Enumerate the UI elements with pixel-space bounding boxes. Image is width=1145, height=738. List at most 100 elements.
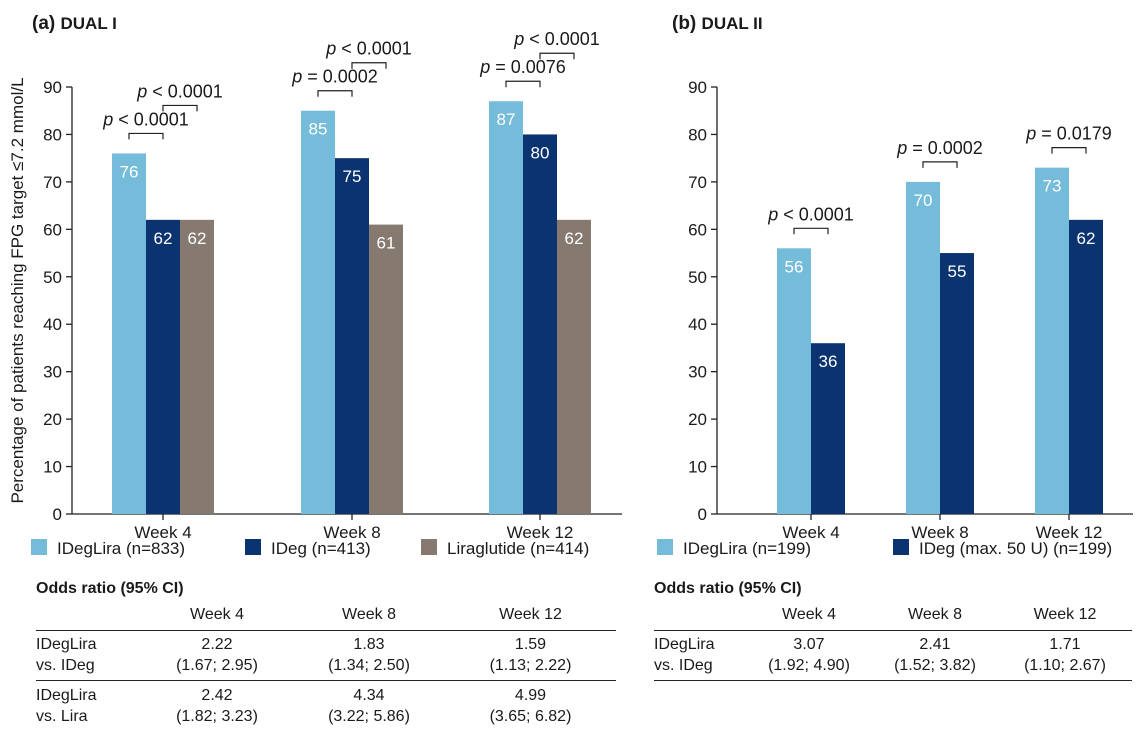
x-tick-label: Week 12: [507, 523, 574, 542]
significance-bracket: [539, 52, 575, 60]
y-tick-label: 40: [688, 315, 707, 334]
y-axis-label: Percentage of patients reaching FPG targ…: [8, 77, 27, 503]
p-value-label: p = 0.0002: [291, 67, 378, 87]
significance-bracket: [351, 62, 387, 69]
table-row: IDegLira vs. IDeg 3.07 (1.92; 4.90) 2.41…: [654, 630, 1132, 681]
row-label-line-2: vs. IDeg: [654, 657, 713, 674]
bar: [335, 158, 369, 514]
confidence-interval: (1.92; 4.90): [768, 657, 850, 674]
row-label: IDegLira vs. IDeg: [36, 630, 141, 681]
bar-value-label: 70: [914, 191, 933, 210]
row-label-line-2: vs. IDeg: [36, 657, 95, 674]
bar-value-label: 80: [531, 143, 550, 162]
p-value-label: p < 0.0001: [102, 109, 189, 129]
odds-value: 1.83: [353, 636, 385, 653]
confidence-interval: (1.10; 2.67): [1024, 657, 1106, 674]
legend-label: IDegLira (n=833): [57, 539, 185, 558]
bar-value-label: 62: [1077, 229, 1096, 248]
table-cell: 3.07 (1.92; 4.90): [746, 630, 872, 681]
significance-bracket: [505, 80, 541, 88]
y-tick-label: 70: [688, 173, 707, 192]
bar: [1069, 219, 1103, 514]
table-header-week-4: Week 4: [782, 606, 836, 623]
table-header-row: Week 4 Week 8 Week 12: [654, 600, 1132, 631]
significance-bracket: [128, 132, 164, 140]
bar: [301, 110, 335, 514]
p-value-label: p < 0.0001: [513, 29, 600, 49]
odds-value: 4.34: [353, 687, 385, 704]
bar: [369, 224, 403, 515]
legend-swatch: [657, 539, 673, 555]
bar: [523, 134, 557, 514]
x-tick-label: Week 4: [782, 523, 839, 542]
bar-value-label: 55: [948, 262, 967, 281]
significance-bracket: [317, 90, 353, 97]
odds-value: 3.07: [793, 636, 825, 653]
bar: [940, 253, 974, 515]
y-tick-label: 80: [43, 125, 62, 144]
legend-label: IDeg (max. 50 U) (n=199): [919, 539, 1112, 558]
p-value-label: p < 0.0001: [767, 204, 854, 224]
p-value-label: p = 0.0002: [896, 138, 983, 158]
confidence-interval: (1.82; 3.23): [176, 708, 258, 725]
significance-bracket: [162, 104, 198, 112]
bar: [112, 153, 146, 514]
odds-value: 1.71: [1049, 636, 1081, 653]
bar-value-label: 62: [154, 229, 173, 248]
bar-value-label: 73: [1043, 177, 1062, 196]
y-tick-label: 30: [43, 363, 62, 382]
bar-value-label: 62: [188, 229, 207, 248]
table-row: IDegLira vs. IDeg 2.22 (1.67; 2.95) 1.83…: [36, 630, 616, 681]
bar-value-label: 87: [497, 110, 516, 129]
significance-bracket: [793, 227, 829, 235]
bar: [906, 181, 940, 514]
table-header-empty: [654, 600, 746, 631]
confidence-interval: (1.13; 2.22): [489, 657, 572, 674]
confidence-interval: (1.34; 2.50): [328, 657, 410, 674]
row-label-line-1: IDegLira: [36, 687, 97, 704]
y-tick-label: 20: [688, 410, 707, 429]
bar: [180, 219, 214, 514]
p-value-label: p = 0.0076: [479, 57, 566, 77]
odds-ratio-table-dual-2: Week 4 Week 8 Week 12 IDegLira vs. IDeg …: [654, 600, 1132, 681]
table-header-week-12: Week 12: [499, 606, 562, 623]
row-label: IDegLira vs. IDeg: [654, 630, 746, 681]
odds-value: 2.41: [919, 636, 951, 653]
table-header-week-4: Week 4: [190, 606, 244, 623]
table-cell: 1.83 (1.34; 2.50): [293, 630, 445, 681]
row-label-line-1: IDegLira: [654, 636, 715, 653]
x-tick-label: Week 4: [134, 523, 191, 542]
row-label-line-2: vs. Lira: [36, 708, 88, 725]
table-header-week-12: Week 12: [1033, 606, 1097, 623]
bar: [777, 248, 811, 515]
table-cell: 2.41 (1.52; 3.82): [872, 630, 998, 681]
y-tick-label: 20: [43, 410, 62, 429]
y-tick-label: 0: [53, 505, 62, 524]
y-tick-label: 0: [698, 505, 707, 524]
y-tick-label: 90: [43, 78, 62, 97]
odds-table-title: Odds ratio (95% CI): [654, 580, 802, 597]
bar: [557, 219, 591, 514]
confidence-interval: (1.67; 2.95): [176, 657, 258, 674]
y-tick-label: 40: [43, 315, 62, 334]
panel-title: (b) DUAL II: [672, 13, 763, 34]
y-tick-label: 80: [688, 125, 707, 144]
x-tick-label: Week 8: [323, 523, 380, 542]
table-cell: 4.99 (3.65; 6.82): [445, 681, 616, 728]
bar: [146, 219, 180, 514]
y-tick-label: 60: [43, 220, 62, 239]
bar-value-label: 61: [377, 234, 396, 253]
confidence-interval: (1.52; 3.82): [894, 657, 976, 674]
y-tick-label: 50: [688, 268, 707, 287]
legend-label: Liraglutide (n=414): [447, 539, 589, 558]
table-header-row: Week 4 Week 8 Week 12: [36, 600, 616, 631]
y-tick-label: 10: [43, 458, 62, 477]
y-tick-label: 60: [688, 220, 707, 239]
bar-value-label: 36: [819, 352, 838, 371]
panel-title: (a) DUAL I: [32, 13, 117, 34]
confidence-interval: (3.22; 5.86): [328, 708, 410, 725]
legend-swatch: [421, 539, 437, 555]
odds-ratio-table-dual-1: Week 4 Week 8 Week 12 IDegLira vs. IDeg …: [36, 600, 616, 727]
